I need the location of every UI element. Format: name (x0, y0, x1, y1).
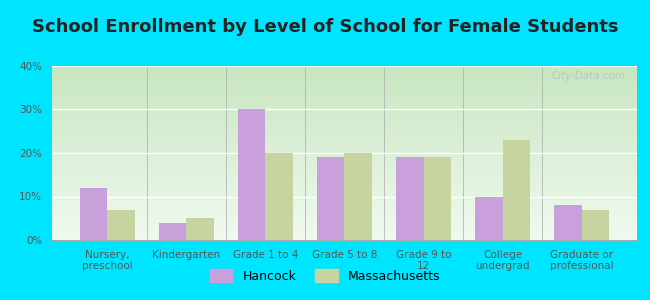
Bar (502, 140, 530, 240)
Bar (107, 209, 135, 240)
Bar (344, 153, 372, 240)
Bar (317, 157, 345, 240)
Bar (475, 196, 502, 240)
Text: City-Data.com: City-Data.com (551, 71, 625, 81)
Bar (396, 157, 424, 240)
Bar (265, 153, 293, 240)
Legend: Hancock, Massachusetts: Hancock, Massachusetts (205, 264, 445, 288)
Bar (80, 188, 107, 240)
Bar (238, 110, 265, 240)
Bar (159, 223, 187, 240)
Bar (424, 157, 451, 240)
Bar (582, 209, 609, 240)
Text: School Enrollment by Level of School for Female Students: School Enrollment by Level of School for… (32, 18, 618, 36)
Bar (554, 205, 582, 240)
Bar (187, 218, 214, 240)
